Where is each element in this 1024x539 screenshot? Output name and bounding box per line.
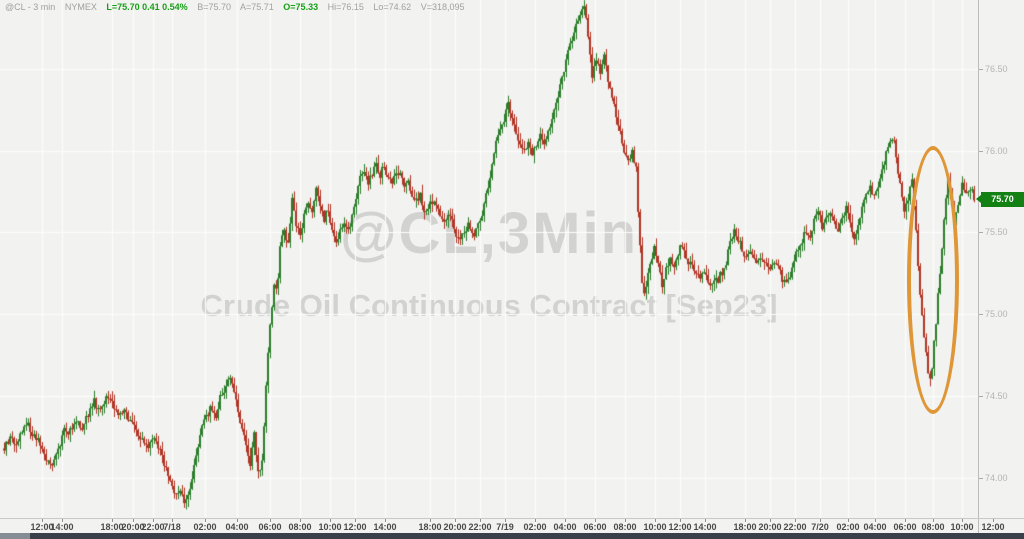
time-tick-label: 08:00 [613, 522, 637, 532]
time-tick [172, 519, 173, 522]
time-tick [993, 519, 994, 522]
time-tick [205, 519, 206, 522]
price-tick [979, 69, 983, 70]
horizontal-scrollbar[interactable] [0, 533, 1024, 539]
time-tick [933, 519, 934, 522]
price-tick [979, 478, 983, 479]
time-tick-label: 7/19 [496, 522, 514, 532]
symbol-interval: @CL - 3 min [5, 2, 56, 12]
price-tick-label: 74.50 [985, 391, 1008, 401]
time-tick-label: 14:00 [693, 522, 717, 532]
time-tick-label: 18:00 [733, 522, 757, 532]
time-tick-label: 7/18 [163, 522, 181, 532]
ask: A=75.71 [240, 2, 274, 12]
time-tick [505, 519, 506, 522]
time-tick [112, 519, 113, 522]
candlestick-chart[interactable] [0, 0, 978, 524]
time-tick [745, 519, 746, 522]
price-tick-label: 76.50 [985, 64, 1008, 74]
price-tick-label: 75.00 [985, 309, 1008, 319]
time-tick-label: 06:00 [583, 522, 607, 532]
time-axis[interactable]: 12:00 14:00 18:00 20:00 22:00 7/18 02:00 04:00 0… [0, 518, 1024, 534]
time-tick-label: 7/20 [811, 522, 829, 532]
time-tick [133, 519, 134, 522]
time-tick [430, 519, 431, 522]
time-tick-label: 10:00 [950, 522, 974, 532]
time-tick-label: 20:00 [121, 522, 145, 532]
time-tick [237, 519, 238, 522]
ellipse-annotation[interactable] [907, 146, 959, 414]
time-tick-label: 12:00 [668, 522, 692, 532]
time-tick-label: 08:00 [921, 522, 945, 532]
time-tick [330, 519, 331, 522]
last-price-change: L=75.70 0.41 0.54% [106, 2, 188, 12]
time-tick-label: 08:00 [288, 522, 312, 532]
time-tick [770, 519, 771, 522]
time-tick-label: 12:00 [981, 522, 1005, 532]
price-tick-label: 76.00 [985, 146, 1008, 156]
time-tick-label: 14:00 [50, 522, 74, 532]
time-tick-label: 12:00 [30, 522, 54, 532]
time-tick-label: 04:00 [553, 522, 577, 532]
scrollbar-thumb[interactable] [0, 533, 30, 539]
time-tick [820, 519, 821, 522]
time-tick [680, 519, 681, 522]
quote-header: @CL - 3 min NYMEX L=75.70 0.41 0.54% B=7… [5, 2, 472, 12]
time-tick [480, 519, 481, 522]
time-tick [905, 519, 906, 522]
bid: B=75.70 [197, 2, 231, 12]
time-tick-label: 06:00 [893, 522, 917, 532]
price-tick [979, 151, 983, 152]
time-tick-label: 18:00 [100, 522, 124, 532]
time-tick-label: 02:00 [193, 522, 217, 532]
time-tick [625, 519, 626, 522]
price-tick-label: 74.00 [985, 473, 1008, 483]
time-tick-label: 04:00 [863, 522, 887, 532]
time-tick [62, 519, 63, 522]
time-tick-label: 06:00 [258, 522, 282, 532]
time-tick [848, 519, 849, 522]
time-tick [795, 519, 796, 522]
time-tick [385, 519, 386, 522]
time-tick [270, 519, 271, 522]
open: O=75.33 [283, 2, 319, 12]
time-tick-label: 22:00 [783, 522, 807, 532]
time-tick-label: 02:00 [836, 522, 860, 532]
time-tick [355, 519, 356, 522]
time-tick [655, 519, 656, 522]
time-tick-label: 02:00 [523, 522, 547, 532]
time-tick-label: 22:00 [468, 522, 492, 532]
time-tick [595, 519, 596, 522]
price-axis[interactable]: 76.50 76.00 75.50 75.00 74.50 74.00 [978, 0, 1024, 533]
volume: V=318,095 [420, 2, 465, 12]
time-tick-label: 12:00 [343, 522, 367, 532]
last-price-badge: 75.70 [976, 192, 1024, 207]
time-tick-label: 18:00 [418, 522, 442, 532]
time-tick [705, 519, 706, 522]
time-tick-label: 10:00 [318, 522, 342, 532]
time-tick-label: 20:00 [758, 522, 782, 532]
time-tick [153, 519, 154, 522]
time-tick [875, 519, 876, 522]
time-tick [455, 519, 456, 522]
time-tick-label: 14:00 [373, 522, 397, 532]
session-low: Lo=74.62 [373, 2, 412, 12]
time-tick [42, 519, 43, 522]
price-tick [979, 314, 983, 315]
price-tick [979, 232, 983, 233]
price-tick [979, 396, 983, 397]
time-tick [300, 519, 301, 522]
time-tick [535, 519, 536, 522]
time-tick-label: 04:00 [225, 522, 249, 532]
session-high: Hi=76.15 [327, 2, 364, 12]
time-tick-label: 22:00 [141, 522, 165, 532]
time-tick-label: 20:00 [443, 522, 467, 532]
time-tick-label: 10:00 [643, 522, 667, 532]
exchange: NYMEX [64, 2, 97, 12]
price-tick-label: 75.50 [985, 227, 1008, 237]
time-tick [565, 519, 566, 522]
time-tick [962, 519, 963, 522]
